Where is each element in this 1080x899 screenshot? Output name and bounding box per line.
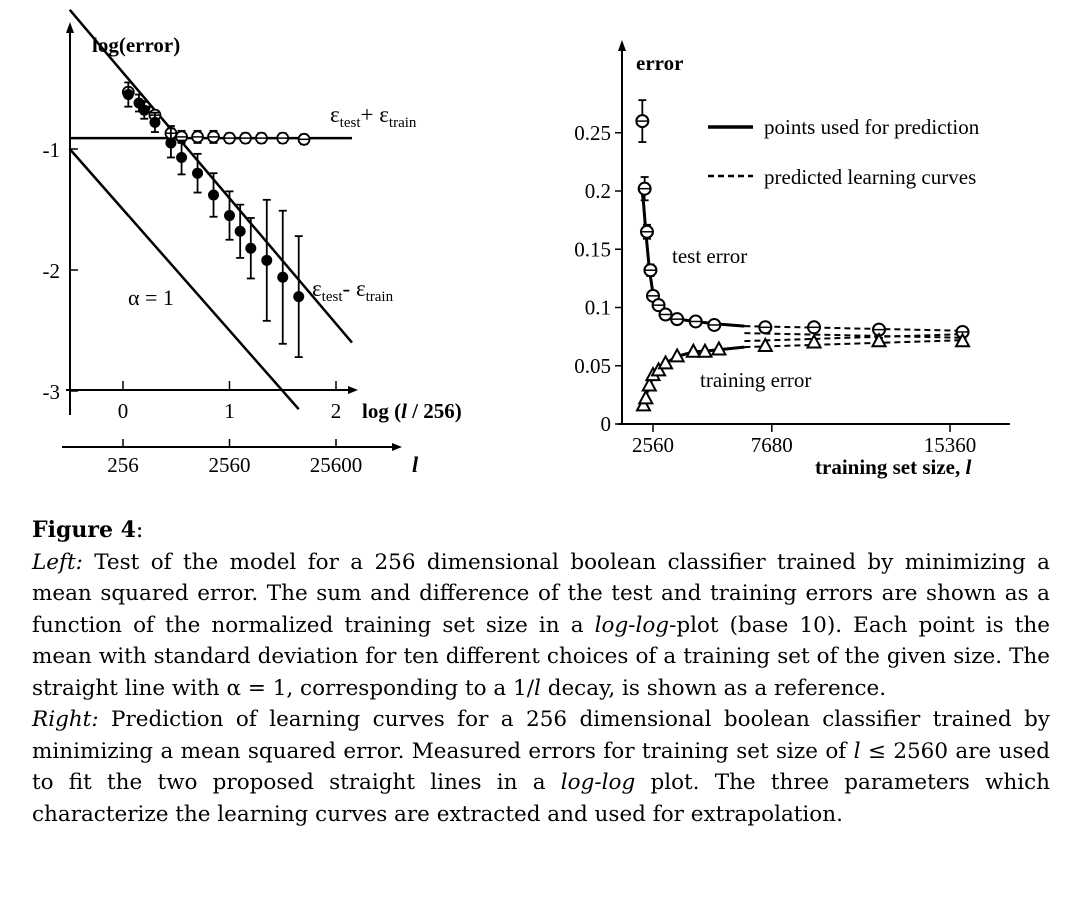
figure-label: Figure 4: [32,517,144,543]
right-y-tick-label: 0.2 [585,179,611,203]
training-error-point [696,342,714,358]
training-error-point [870,332,888,348]
training-error-point [668,347,686,363]
left-diff-point [176,151,188,163]
left-x-tick-label: 2 [331,399,342,423]
test-fit-dashed [744,325,965,332]
left-y-tick-label: -1 [43,138,61,162]
right-y-tick-label: 0.05 [574,354,611,378]
left-diff-point [245,242,257,254]
training-error-label: training error [700,368,811,392]
left-diff-point [277,271,289,283]
train-fit-dashed [744,339,965,349]
right-x-tick-label: 2560 [632,433,674,457]
legend: points used for prediction predicted lea… [708,115,980,189]
training-error-point [657,354,674,370]
right-y-axis-arrow [618,40,626,51]
left-diff-point [234,225,246,237]
left-y-axis-arrow [66,22,74,33]
left-secondary-label: l [412,452,419,477]
caption-right: Right: Prediction of learning curves for… [32,707,1050,827]
right-x-ticks: 2560 7680 15360 [632,424,976,457]
right-y-tick-label: 0.15 [574,237,611,261]
training-error-point [805,333,823,349]
left-x-label: log (l / 256) [362,399,462,423]
left-data-points [121,81,311,359]
right-x-tick-label: 7680 [751,433,793,457]
left-secondary-tick-label: 2560 [209,453,251,477]
left-x-ticks: 0 1 2 [118,381,342,423]
left-x-tick-label: 1 [224,399,235,423]
right-y-tick-label: 0.25 [574,121,611,145]
left-diff-point [122,89,134,101]
training-error-point [637,389,654,405]
left-fit-lines [68,9,353,410]
left-y-tick-label: -3 [43,380,61,404]
left-secondary-axis-arrow [392,443,402,451]
right-chart: error training set size, l 2560 7680 15360… [574,40,1010,479]
train-fit-dashed-secondary [744,333,965,343]
left-x-tick-label: 0 [118,399,129,423]
right-y-label: error [636,51,683,75]
right-x-label: training set size, l [815,455,971,479]
sum-label: εtest+ εtrain [330,102,417,131]
left-diff-point [192,167,204,179]
training-error-point [757,336,774,352]
right-y-tick-label: 0.1 [585,296,611,320]
alpha-label: α = 1 [128,285,174,310]
left-diff-point [261,254,273,266]
caption-left: Left: Test of the model for a 256 dimens… [32,549,1050,701]
left-diff-point [165,137,177,149]
left-fit-line [68,9,353,344]
figure-caption: Figure 4: Left: Test of the model for a … [32,515,1050,830]
left-diff-point [293,291,305,303]
left-x-axis-arrow [348,386,358,394]
left-y-tick-label: -2 [43,259,61,283]
test-error-label: test error [672,244,747,268]
left-diff-point [224,210,235,222]
right-data-points [635,99,971,412]
legend-dashed-label: predicted learning curves [764,165,976,189]
training-error-point [685,342,702,358]
training-error-point [710,340,728,356]
left-fit-line [68,148,300,410]
left-y-ticks: -1 -2 -3 [43,138,78,404]
diff-label: εtest- εtrain [312,276,394,305]
left-secondary-tick-label: 25600 [310,453,363,477]
left-diff-point [208,189,220,201]
right-x-tick-label: 15360 [924,433,977,457]
left-diff-point [149,116,161,128]
left-diff-point [138,104,150,116]
left-secondary-tick-label: 256 [107,453,139,477]
right-y-tick-label: 0 [601,412,612,436]
left-secondary-ticks: 256 2560 25600 [107,439,362,477]
training-error-point [641,376,658,392]
right-y-ticks: 0.25 0.2 0.15 0.1 0.05 0 [574,121,622,436]
training-error-point [954,332,971,348]
test-fit-dashed-secondary [744,332,965,339]
legend-solid-label: points used for prediction [764,115,980,139]
